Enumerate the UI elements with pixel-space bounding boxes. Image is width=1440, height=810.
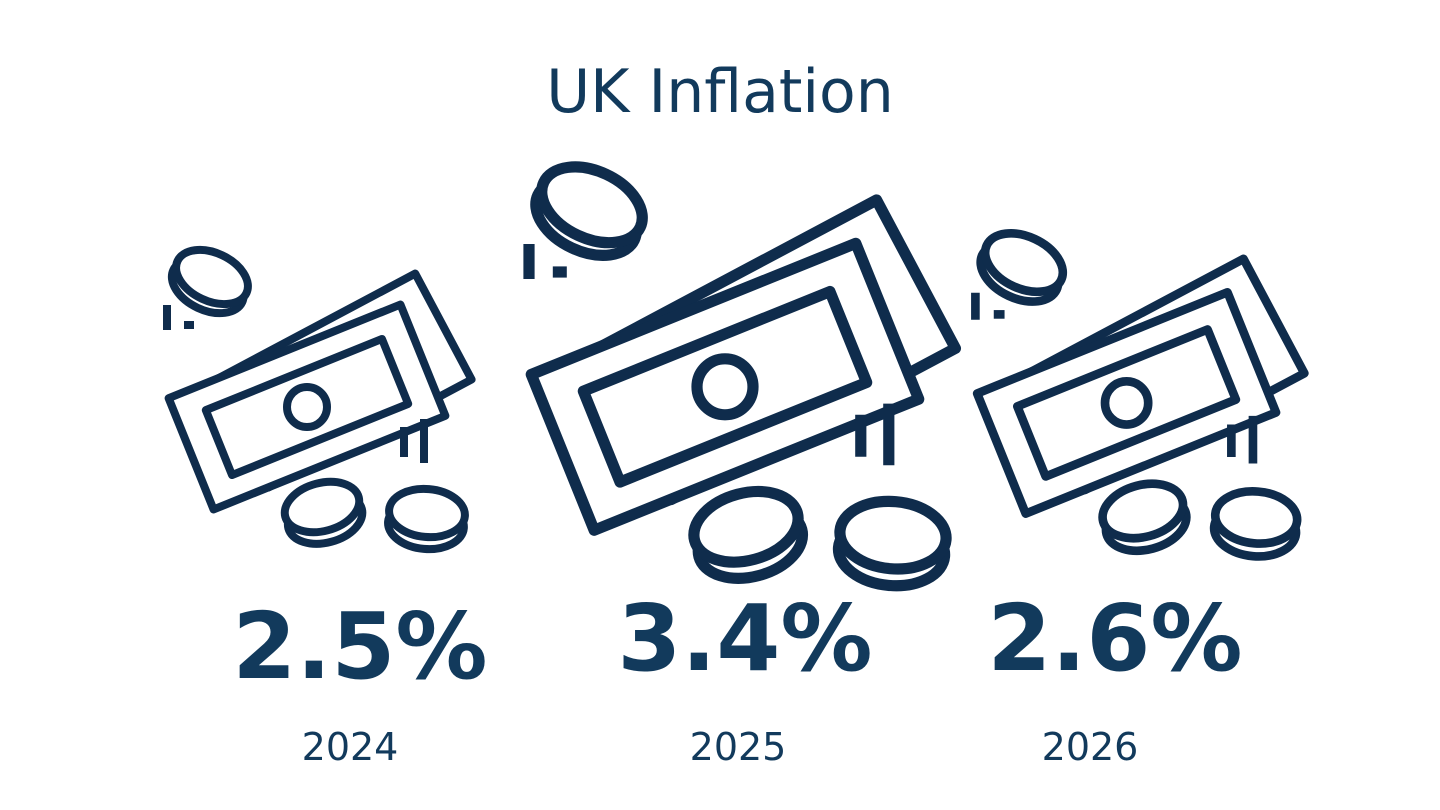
inflation-value: 2.6% <box>987 585 1242 692</box>
year-label: 2025 <box>690 725 787 769</box>
money-icon <box>524 152 956 590</box>
inflation-value: 3.4% <box>617 585 872 692</box>
inflation-value: 2.5% <box>232 593 487 700</box>
year-label: 2026 <box>1042 725 1139 769</box>
year-label: 2024 <box>302 725 399 769</box>
title: UK Inflation <box>546 57 894 127</box>
money-icon <box>971 222 1304 560</box>
money-icon <box>163 239 471 552</box>
